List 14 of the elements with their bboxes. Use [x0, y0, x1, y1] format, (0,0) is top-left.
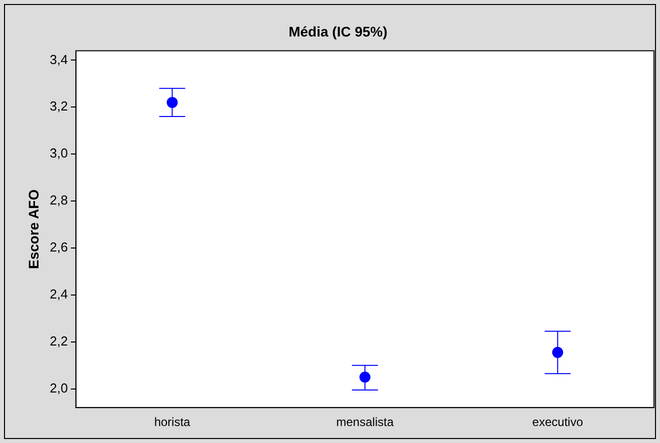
y-axis-title: Escore AFO [25, 189, 42, 270]
x-tick-label: horista [154, 415, 191, 430]
y-tick-label: 2,2 [50, 333, 68, 348]
y-tick-label: 3,2 [50, 98, 68, 114]
y-tick-label: 2,8 [50, 192, 68, 208]
y-tick-label: 2,4 [50, 286, 68, 302]
chart-title: Média (IC 95%) [288, 23, 388, 40]
x-tick-label: mensalista [336, 415, 394, 430]
y-tick-label: 2,6 [50, 240, 68, 255]
x-tick-label: executivo [532, 415, 584, 430]
point [359, 372, 370, 383]
y-tick-label: 3,0 [50, 146, 68, 161]
y-tick-label: 2,0 [50, 380, 68, 396]
y-tick-label: 3,4 [50, 52, 68, 67]
